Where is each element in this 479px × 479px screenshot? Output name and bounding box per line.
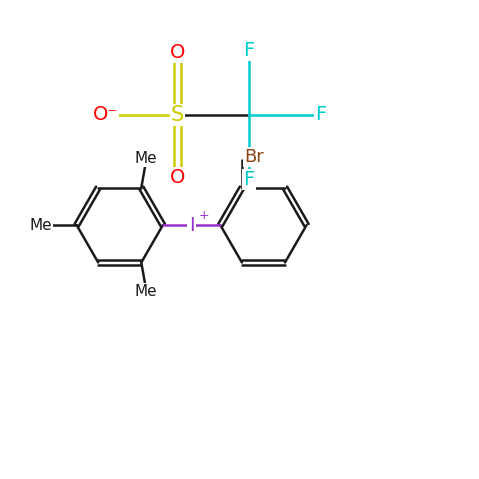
Text: +: + bbox=[198, 209, 209, 222]
Text: Me: Me bbox=[30, 217, 52, 233]
Text: Br: Br bbox=[244, 148, 264, 166]
Text: F: F bbox=[243, 41, 255, 60]
Text: Me: Me bbox=[134, 151, 157, 166]
Text: S: S bbox=[171, 105, 184, 125]
Text: F: F bbox=[243, 170, 255, 189]
Text: Me: Me bbox=[134, 284, 157, 299]
Text: O⁻: O⁻ bbox=[92, 105, 118, 125]
Text: I: I bbox=[189, 216, 194, 235]
Text: O: O bbox=[170, 43, 185, 62]
Text: F: F bbox=[315, 105, 327, 125]
Text: O: O bbox=[170, 168, 185, 187]
